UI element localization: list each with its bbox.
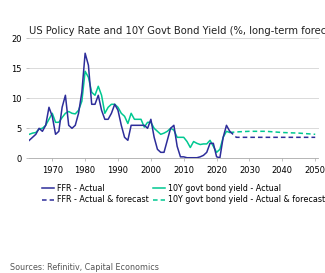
- Text: US Policy Rate and 10Y Govt Bond Yield (%, long-term forecast): US Policy Rate and 10Y Govt Bond Yield (…: [29, 26, 325, 36]
- Text: Sources: Refinitiv, Capital Economics: Sources: Refinitiv, Capital Economics: [10, 263, 159, 272]
- Legend: FFR - Actual, FFR - Actual & forecast, 10Y govt bond yield - Actual, 10Y govt bo: FFR - Actual, FFR - Actual & forecast, 1…: [42, 184, 325, 204]
